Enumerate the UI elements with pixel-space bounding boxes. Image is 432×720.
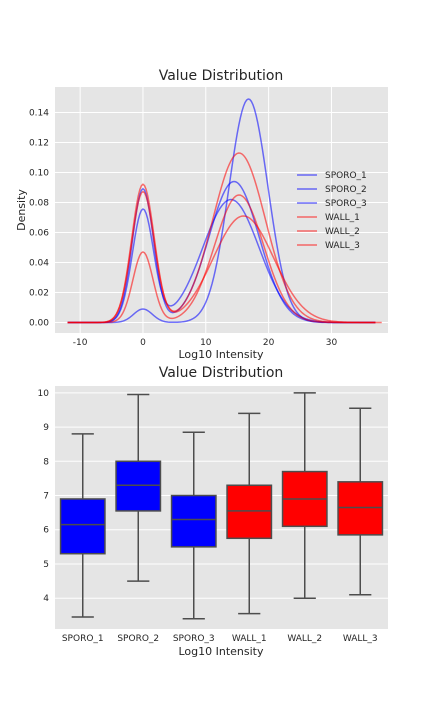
kde-y-ticks: 0.00 0.02 0.04 0.06 0.08 0.10 0.12 0.14 bbox=[29, 109, 49, 329]
kde-y-tick-label: 0.02 bbox=[29, 289, 49, 299]
box-y-tick-label: 10 bbox=[38, 389, 50, 399]
legend-label: WALL_2 bbox=[325, 227, 360, 237]
box-y-tick-label: 6 bbox=[43, 526, 49, 536]
box-iqr bbox=[170, 494, 217, 548]
kde-x-tick-label: 20 bbox=[263, 338, 275, 348]
box-sporo-1 bbox=[59, 433, 106, 618]
legend-label: WALL_1 bbox=[325, 213, 360, 223]
box-sporo-3 bbox=[170, 431, 217, 620]
box-y-tick-label: 4 bbox=[43, 594, 49, 604]
kde-x-ticks: -10 0 10 20 30 bbox=[73, 338, 338, 348]
box-iqr bbox=[226, 484, 273, 540]
kde-lines bbox=[67, 98, 382, 324]
kde-x-tick-label: 0 bbox=[140, 338, 146, 348]
kde-series-wall-2 bbox=[67, 194, 376, 324]
box-wall-3 bbox=[337, 407, 384, 596]
kde-x-tick-label: 30 bbox=[326, 338, 338, 348]
box-iqr bbox=[115, 460, 162, 512]
kde-y-axis-label: Density bbox=[15, 189, 28, 231]
kde-x-tick-label: -10 bbox=[73, 338, 88, 348]
box-wall-1 bbox=[226, 412, 273, 615]
box-plot-area bbox=[55, 386, 388, 629]
kde-y-tick-label: 0.00 bbox=[29, 319, 49, 329]
box-sporo-2 bbox=[115, 393, 162, 582]
kde-chart: -10 0 10 20 30 0.000.020.040.060.080.100.120… bbox=[15, 68, 388, 361]
box-wall-2 bbox=[281, 392, 328, 599]
box-x-tick-label: WALL_3 bbox=[343, 634, 378, 644]
box-x-ticks: SPORO_1 SPORO_2 SPORO_3 WALL_1 WALL_2 WALL_3 bbox=[62, 634, 378, 644]
box-y-tick-label: 8 bbox=[43, 457, 49, 467]
kde-y-tick-label: 0.04 bbox=[29, 259, 49, 269]
box-marks bbox=[59, 392, 384, 620]
legend-label: SPORO_2 bbox=[325, 185, 367, 195]
kde-y-tick-label: 0.10 bbox=[29, 169, 49, 179]
legend-label: SPORO_3 bbox=[325, 199, 367, 209]
box-y-tick-label: 9 bbox=[43, 423, 49, 433]
box-iqr bbox=[59, 498, 106, 555]
box-title: Value Distribution bbox=[159, 365, 284, 381]
kde-y-tick-label: 0.06 bbox=[29, 229, 49, 239]
box-grid bbox=[55, 392, 388, 599]
legend-label: SPORO_1 bbox=[325, 171, 367, 181]
box-y-ticks: 4 5 6 7 8 9 10 bbox=[38, 389, 50, 604]
box-y-tick-label: 7 bbox=[43, 492, 49, 502]
box-y-tick-label: 5 bbox=[43, 560, 49, 570]
box-x-tick-label: SPORO_2 bbox=[117, 634, 159, 644]
box-chart: SPORO_1 SPORO_2 SPORO_3 WALL_1 WALL_2 WALL_3 … bbox=[38, 365, 388, 658]
box-x-axis-label: Log10 Intensity bbox=[178, 645, 264, 658]
box-x-tick-label: SPORO_3 bbox=[173, 634, 215, 644]
kde-x-axis-label: Log10 Intensity bbox=[178, 348, 264, 361]
box-x-tick-label: WALL_2 bbox=[287, 634, 322, 644]
kde-title: Value Distribution bbox=[159, 68, 284, 84]
box-iqr bbox=[337, 481, 384, 536]
kde-plot-area bbox=[55, 87, 388, 333]
legend-label: WALL_3 bbox=[325, 241, 360, 251]
kde-y-tick-label: 0.12 bbox=[29, 139, 49, 149]
kde-legend: SPORO_1 SPORO_2 SPORO_3 WALL_1 WALL_2 WALL_3 bbox=[297, 171, 367, 251]
kde-y-tick-label: 0.08 bbox=[29, 199, 49, 209]
box-x-tick-label: WALL_1 bbox=[232, 634, 267, 644]
kde-y-tick-label: 0.14 bbox=[29, 109, 49, 119]
kde-x-tick-label: 10 bbox=[200, 338, 212, 348]
kde-series-wall-3 bbox=[67, 190, 382, 324]
box-x-tick-label: SPORO_1 bbox=[62, 634, 104, 644]
